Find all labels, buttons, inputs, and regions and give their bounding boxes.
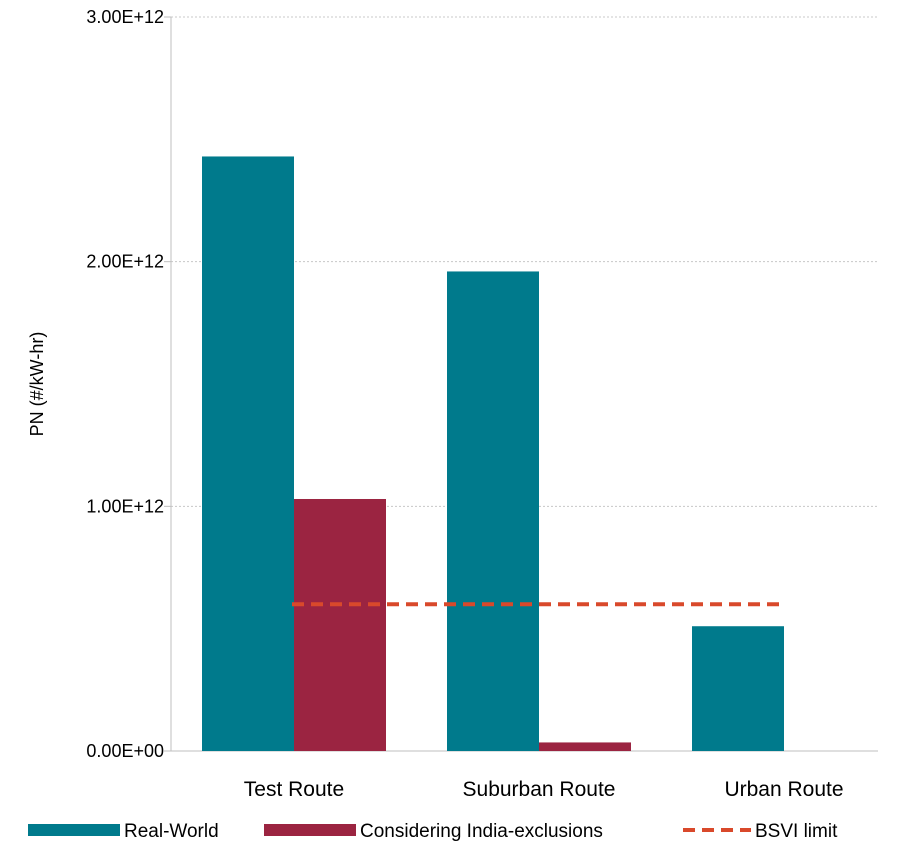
legend-label: Real-World — [124, 821, 219, 842]
bar-real-world-urban-route — [692, 626, 784, 751]
y-tick-label: 1.00E+12 — [86, 496, 164, 516]
legend: Real-World Considering India-exclusions BS… — [28, 821, 838, 842]
y-axis-title: PN (#/kW-hr) — [27, 332, 47, 437]
bar-considering-india-exclusions-test-route — [294, 498, 386, 751]
category-labels: Test Route Suburban Route Urban Route — [244, 778, 844, 801]
bars — [202, 156, 784, 751]
bar-real-world-test-route — [202, 156, 294, 751]
category-label: Suburban Route — [463, 778, 616, 801]
legend-label: BSVI limit — [755, 821, 838, 842]
y-tick-label: 0.00E+00 — [86, 741, 164, 761]
category-label: Test Route — [244, 778, 344, 801]
category-label: Urban Route — [724, 778, 843, 801]
y-tick-label: 3.00E+12 — [86, 7, 164, 27]
legend-swatch — [264, 824, 356, 836]
y-tick-label: 2.00E+12 — [86, 252, 164, 272]
legend-swatch — [28, 824, 120, 836]
y-tick-labels: 0.00E+00 1.00E+12 2.00E+12 3.00E+12 — [86, 7, 171, 761]
bar-considering-india-exclusions-suburban-route — [539, 742, 631, 751]
legend-label: Considering India-exclusions — [360, 821, 603, 842]
bar-real-world-suburban-route — [447, 271, 539, 751]
